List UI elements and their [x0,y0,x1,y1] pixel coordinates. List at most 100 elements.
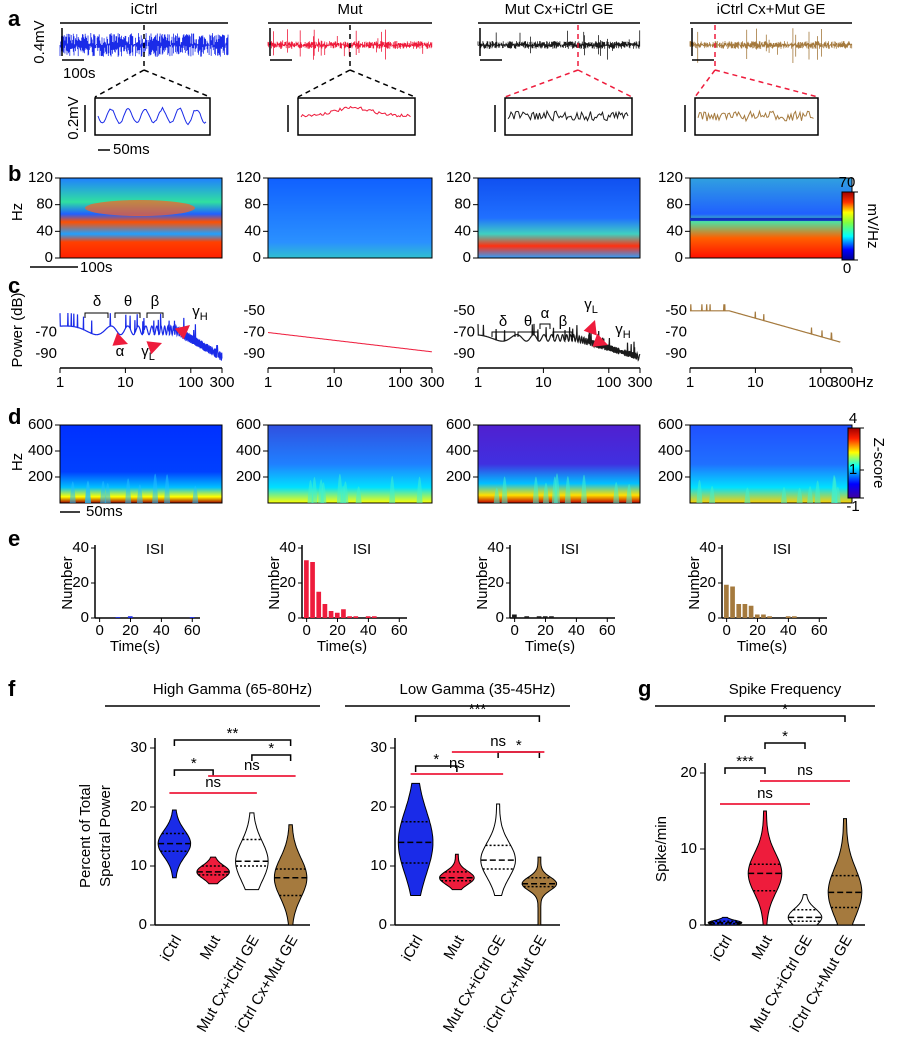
subscript: H [200,311,208,323]
chart-title: ISI [773,541,791,558]
y-tick-label: 200 [658,468,683,485]
significance: * [516,737,522,754]
wavelet-burst [416,476,423,503]
wavelet-burst [581,474,588,503]
zoom-line [504,69,579,98]
wavelet-burst [709,486,716,503]
colorbar-label: mV/Hz [864,204,881,249]
wavelet-burst [307,480,314,503]
x-tick-label: Mut [441,932,469,963]
y-tick-label: 0 [496,609,504,626]
significance: *** [736,753,754,770]
histogram-bar [748,605,754,618]
zoom-line [94,69,145,98]
wavelet-burst [104,482,111,503]
y-tick-label: -90 [35,345,57,362]
band-label: θ [124,293,132,310]
wavelet-burst [831,476,838,503]
y-tick-label: 120 [658,169,683,186]
band-label: γH [615,321,631,341]
significance-bracket [724,767,766,774]
y-tick-label: 80 [244,196,261,213]
significance: * [782,728,788,745]
subscript: L [149,351,155,363]
violin [157,809,192,879]
raw-trace [689,28,853,63]
y-tick-label: 400 [658,442,683,459]
chart-title: High Gamma (65-80Hz) [153,681,312,698]
arrowhead [112,332,128,346]
y-tick-label: 40 [36,222,53,239]
y-tick-label: 0 [81,609,89,626]
x-tick-label: 60 [184,622,201,639]
significance: ns [244,757,260,774]
x-tick-label: 100 [388,374,413,391]
chart-title: ISI [146,541,164,558]
chart-title: ISI [353,541,371,558]
violin [521,856,558,926]
y-tick-label: 10 [680,840,697,857]
group-title: iCtrl Cx+Mut GE [717,1,826,18]
scale-label: 100s [63,65,96,82]
y-tick-label: -50 [665,302,687,319]
group-title: Mut [337,1,363,18]
x-tick-label: 20 [537,622,554,639]
panel-label: f [8,676,16,701]
significance: *** [469,701,487,718]
power-spectrum [690,304,841,343]
wavelet-burst [542,482,549,503]
wavelet-burst [125,478,132,503]
axis-label: Time(s) [110,638,160,655]
axis-label: Number [266,556,283,609]
axis-label: Time(s) [317,638,367,655]
violin [397,782,434,896]
panel-label: c [8,273,20,298]
histogram-bar [316,591,322,618]
histogram-bar [742,604,748,618]
violin [196,856,230,885]
wavelet-burst [342,481,349,503]
wavelet-burst [807,486,814,503]
y-tick-label: 40 [244,222,261,239]
wavelet-burst [355,486,362,503]
scale-label: 100s [80,259,113,276]
histogram-bar [310,562,315,618]
x-tick-label: 1 [56,374,64,391]
wavelet-burst [84,481,91,503]
x-tick-label: 10 [535,374,552,391]
significance-bracket [173,769,214,776]
significance: ns [449,755,465,772]
wavelet-burst [532,476,539,503]
axis-label: Hz [9,453,26,471]
x-tick-label: 40 [360,622,377,639]
y-tick-label: 400 [446,442,471,459]
x-tick-label: 20 [329,622,346,639]
scale-label: 0.4mV [31,20,48,63]
histogram-bar [189,617,195,618]
scale-label: 0.2mV [65,96,82,139]
y-tick-label: 80 [36,196,53,213]
x-tick-label: iCtrl [398,932,426,964]
histogram-bar [549,616,554,618]
axis-label: Percent of Total [77,784,94,888]
band-bracket [517,331,539,337]
x-tick-label: 100 [178,374,203,391]
y-tick-label: 40 [666,222,683,239]
violin [480,803,516,896]
band-label: δ [499,313,507,330]
axis-label: Number [474,556,491,609]
y-tick-label: 0 [689,916,697,933]
significance-bracket [173,739,292,746]
histogram-bar [365,616,371,618]
y-tick-label: 200 [28,468,53,485]
arrowhead [592,333,608,347]
histogram-bar [341,609,346,618]
arrowhead [146,341,162,355]
wavelet [689,424,853,504]
colorbar-tick-label: 0 [843,260,851,277]
wavelet-burst [744,487,751,503]
histogram-bar [761,614,766,618]
axis-label: Number [686,556,703,609]
axis-label: Hz [9,203,26,221]
y-tick-label: -90 [665,345,687,362]
